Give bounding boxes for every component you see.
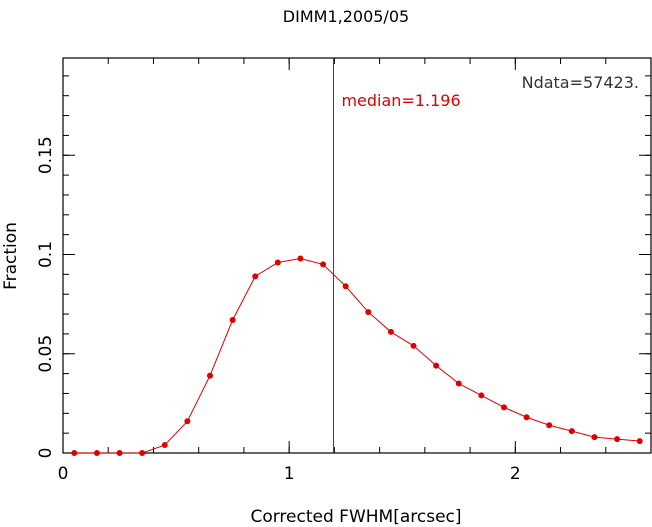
data-point (614, 436, 621, 443)
data-point (207, 372, 213, 379)
chart-title: DIMM1,2005/05 (283, 7, 409, 26)
plot-frame (62, 57, 652, 454)
data-point (320, 261, 327, 268)
data-point (591, 434, 598, 441)
data-point (252, 273, 259, 280)
data-point (274, 259, 281, 266)
ndata-annotation: Ndata=57423. (522, 73, 639, 92)
data-point (71, 450, 78, 456)
data-point (161, 442, 168, 449)
data-point (523, 414, 530, 421)
median-label: median=1.196 (341, 91, 460, 110)
data-point (297, 255, 304, 262)
data-point (365, 309, 372, 316)
data-point (546, 422, 553, 429)
data-point (139, 450, 146, 456)
data-point (636, 438, 643, 445)
data-series (71, 255, 643, 456)
data-point (478, 392, 485, 399)
y-tick-label: 0.1 (36, 241, 56, 268)
y-tick-label: 0.15 (36, 136, 56, 174)
axis-ticks: 0 1 2 0 0.05 0.1 0.15 (36, 58, 652, 484)
x-tick-label: 1 (284, 464, 295, 484)
data-point (342, 283, 349, 290)
data-point (410, 342, 417, 349)
x-tick-label: 2 (510, 464, 521, 484)
data-point (501, 404, 507, 411)
x-tick-label: 0 (58, 464, 69, 484)
y-tick-label: 0.05 (36, 335, 56, 373)
y-axis-label: Fraction (1, 222, 21, 290)
data-point (568, 428, 575, 435)
data-point (229, 317, 236, 324)
x-axis-label: Corrected FWHM[arcsec] (250, 507, 461, 527)
data-point (93, 450, 100, 456)
data-point (433, 362, 440, 369)
series-line (74, 257, 640, 454)
y-tick-label: 0 (36, 448, 56, 459)
data-point (184, 418, 191, 425)
data-point (116, 450, 123, 456)
data-point (455, 380, 462, 387)
data-point (387, 328, 394, 335)
